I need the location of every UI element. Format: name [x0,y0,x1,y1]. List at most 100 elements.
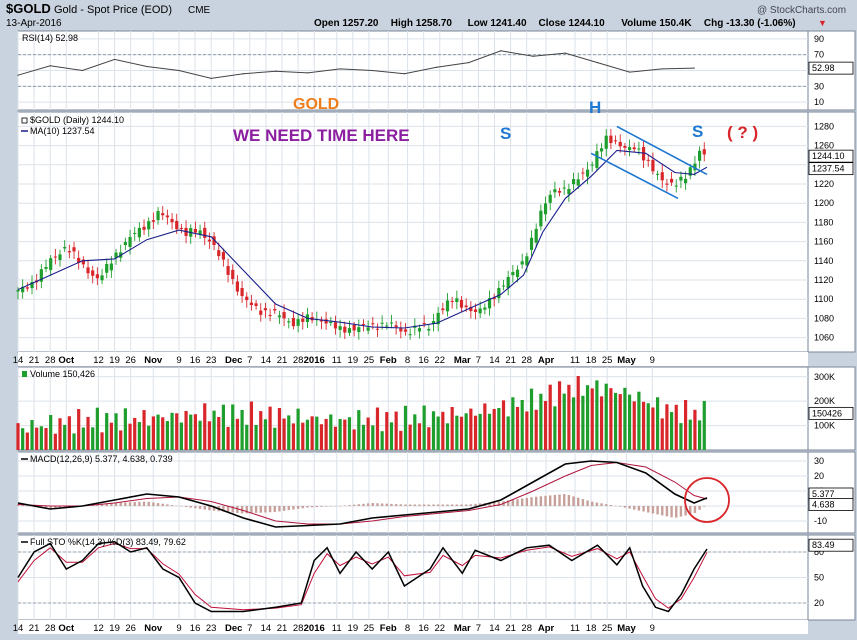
x-tick-20: Feb [380,623,397,634]
candle-body [651,160,655,172]
candle-body [599,148,604,152]
macd-hist-bar [689,506,692,515]
macd-hist-bar [282,506,286,511]
price-panel: 1280126012401220120011801160114011201100… [16,111,856,353]
macd-hist-bar [315,506,318,508]
candle-body [352,325,356,331]
volume-bar [77,409,81,450]
macd-hist-bar [581,499,585,506]
candle-body [231,269,235,279]
volume-bar [627,394,632,450]
sto-ytick-0: 80 [814,547,824,557]
x-tick-10: 23 [206,355,217,366]
macd-hist-bar [656,506,659,515]
ohlc-close: Close 1244.10 [539,18,606,29]
candle-body [431,321,436,324]
x-tick-16: 2016 [304,623,325,634]
volume-bar [361,424,366,450]
x-tick-26: 14 [489,623,500,634]
macd-hist-bar [530,497,533,506]
macd-hist-bar [292,506,295,510]
volume-bar [287,415,291,450]
volume-bar [128,423,132,450]
volume-bar [343,419,347,450]
volume-bar [693,409,697,450]
price-ytick-11: 1060 [814,333,834,343]
candle-body [693,163,697,171]
volume-bar [151,416,155,450]
volume-bar [688,419,692,450]
volume-bar [478,413,482,450]
macd-hist-bar [110,503,113,506]
macd-hist-bar [539,496,543,506]
price-title: $GOLD (Daily) 1244.10 [30,115,124,125]
x-tick-12: 7 [247,355,252,366]
volume-bar [543,401,548,450]
candle-body [123,241,127,245]
candle-body [366,327,370,331]
rsi-point-8 [274,70,277,72]
candle-body [235,281,240,292]
vol-ytick-1: 200K [814,396,835,406]
candle-body [520,261,524,265]
macd-hist-bar [511,499,515,506]
candle-body [473,309,478,312]
candle-body [25,287,29,289]
candle-body [347,328,352,333]
rsi-point-3 [113,58,116,61]
volume-bar [576,376,580,450]
candle-body [329,321,333,324]
volume-bar [170,412,174,450]
volume-bar [72,433,76,450]
rsi-ytick-4: 10 [814,97,824,107]
macd-hist-bar [306,506,309,508]
macd-ytick-0: 30 [814,456,824,466]
volume-bar [301,422,305,450]
x-tick-11: Dec [225,623,242,634]
rsi-point-9 [307,72,309,74]
candle-body [165,215,169,218]
macd-hist-bar [633,506,636,510]
candle-body [679,176,683,181]
candle-body [660,172,664,181]
macd-hist-bar [348,505,351,506]
candle-body [63,247,67,249]
candle-body [100,275,104,281]
macd-hist-bar [329,506,332,507]
candle-body [137,227,141,238]
macd-hist-bar [334,506,337,507]
volume-bar [534,409,538,450]
rsi-point-5 [178,69,180,72]
candle-body [469,306,473,312]
volume-bar [515,406,520,450]
x-tick-14: 21 [277,623,288,634]
macd-hist-bar [142,501,146,506]
macd-hist-bar [628,506,631,509]
candle-body [193,228,198,233]
macd-hist-bar [133,502,136,506]
xaxis-2-bg [18,620,808,634]
volume-bar [609,388,613,450]
macd-hist-bar [399,504,403,506]
candle-body [627,147,632,151]
volume-bar [63,424,67,450]
volume-bar [333,426,338,450]
x-tick-25: 7 [476,355,481,366]
price-ytick-0: 1280 [814,121,834,131]
candle-body [86,267,90,274]
candle-body [683,178,688,184]
macd-hist-bar [380,503,384,506]
candle-body [529,237,534,250]
macd-hist-bar [427,504,431,506]
candle-body [665,183,669,185]
price-ytick-3: 1220 [814,179,834,189]
macd-hist-bar [212,506,216,511]
macd-hist-bar [226,506,230,513]
x-tick-22: 16 [418,623,429,634]
candle-body [128,236,132,247]
annotation-gold: GOLD [293,96,339,113]
annotation-time: WE NEED TIME HERE [233,126,410,145]
volume-bar [618,394,622,450]
candle-body [399,328,403,332]
macd-hist-bar [58,506,62,509]
